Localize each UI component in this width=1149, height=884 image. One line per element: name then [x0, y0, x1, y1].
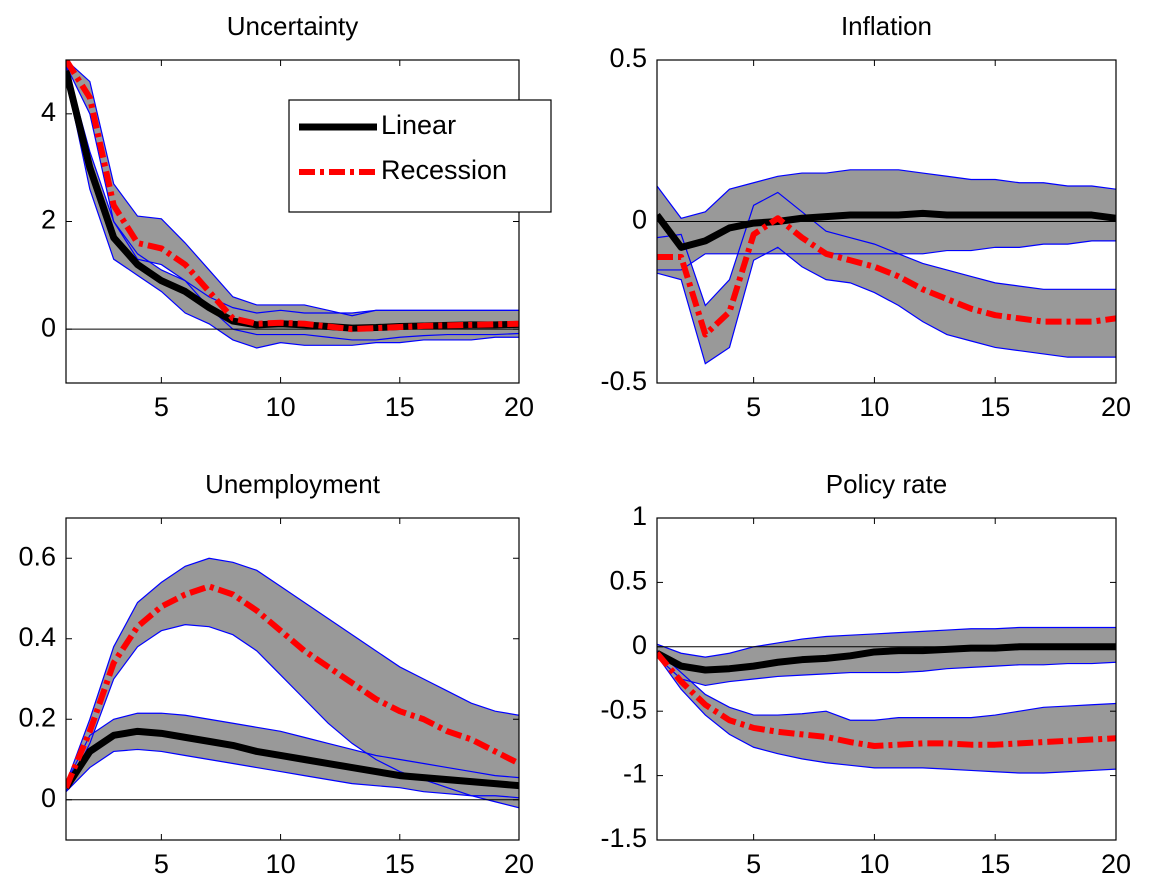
y-tick-label: -0.5: [600, 694, 647, 724]
y-tick-label: 0.6: [18, 541, 56, 571]
series-line: [66, 583, 519, 789]
chart-title: Inflation: [841, 11, 932, 41]
x-tick-label: 15: [385, 392, 415, 422]
band-edge: [66, 60, 519, 317]
legend-box: [288, 99, 552, 213]
x-tick-label: 10: [859, 849, 889, 879]
confidence-band: [66, 60, 519, 340]
band-edge: [66, 557, 519, 784]
y-tick-label: 0: [41, 783, 56, 813]
band-edge: [657, 626, 1116, 658]
x-tick-label: 5: [746, 849, 761, 879]
band-edge: [657, 246, 1116, 365]
y-tick-label: 0.2: [18, 702, 56, 732]
band-edge: [657, 650, 1116, 721]
plot-area: [66, 557, 519, 809]
y-tick-label: 4: [41, 97, 56, 127]
band-edge: [657, 656, 1116, 687]
series-line: [657, 651, 1116, 749]
series-line: [657, 215, 1116, 338]
subplot: 5 10 15 20 -0.5 0 0.5 Inflation: [600, 11, 1131, 422]
axes-box: [656, 517, 1117, 841]
x-tick-label: 20: [1101, 392, 1131, 422]
band-edge: [657, 655, 1116, 774]
y-tick-label: 0.5: [609, 566, 647, 596]
series-line: [657, 643, 1116, 674]
y-tick-label: 0: [41, 312, 56, 342]
x-tick-label: 5: [154, 849, 169, 879]
x-tick-label: 20: [504, 392, 534, 422]
band-edge: [657, 169, 1116, 219]
x-tick-label: 20: [1101, 849, 1131, 879]
legend-label: Linear: [381, 110, 456, 140]
legend-label: Recession: [381, 155, 507, 185]
series-line: [657, 209, 1116, 251]
x-tick-label: 20: [504, 849, 534, 879]
chart-title: Unemployment: [205, 469, 381, 499]
band-edge: [66, 65, 519, 341]
y-tick-label: 0: [632, 205, 647, 235]
plot-area: [66, 60, 519, 349]
x-tick-label: 10: [859, 392, 889, 422]
y-tick-label: -0.5: [600, 366, 647, 396]
y-tick-label: 1: [632, 501, 647, 531]
x-tick-label: 15: [980, 849, 1010, 879]
subplot: 5 10 15 20 -1.5 -1 -0.5 0 0.5 1 Policy rate: [600, 469, 1131, 879]
y-tick-label: -1.5: [600, 823, 647, 853]
axes-box: [65, 517, 520, 841]
chart-title: Uncertainty: [227, 11, 359, 41]
confidence-band: [657, 192, 1116, 364]
y-tick-label: 0: [632, 630, 647, 660]
x-tick-label: 15: [980, 392, 1010, 422]
chart-title: Policy rate: [826, 469, 947, 499]
x-tick-label: 5: [154, 392, 169, 422]
plot-area: [657, 169, 1116, 365]
band-edge: [657, 240, 1116, 271]
band-edge: [66, 76, 519, 349]
x-tick-label: 5: [746, 392, 761, 422]
subplot: 5 10 15 20 0 2 4 Uncertainty Linear Recession: [41, 11, 552, 422]
band-edge: [66, 748, 519, 799]
y-tick-label: -1: [623, 759, 647, 789]
subplot: 5 10 15 20 0 0.2 0.4 0.6 Unemployment: [18, 469, 534, 879]
x-tick-label: 15: [385, 849, 415, 879]
x-tick-label: 10: [266, 392, 296, 422]
x-tick-label: 10: [266, 849, 296, 879]
band-edge: [657, 191, 1116, 307]
y-tick-label: 2: [41, 205, 56, 235]
confidence-band: [657, 627, 1116, 686]
band-edge: [66, 624, 519, 809]
series-line: [66, 727, 519, 790]
series-line: [66, 60, 519, 333]
confidence-band: [66, 558, 519, 808]
y-tick-label: 0.5: [609, 43, 647, 73]
plot-area: [657, 626, 1116, 774]
y-tick-label: 0.4: [18, 622, 56, 652]
band-edge: [66, 712, 519, 784]
